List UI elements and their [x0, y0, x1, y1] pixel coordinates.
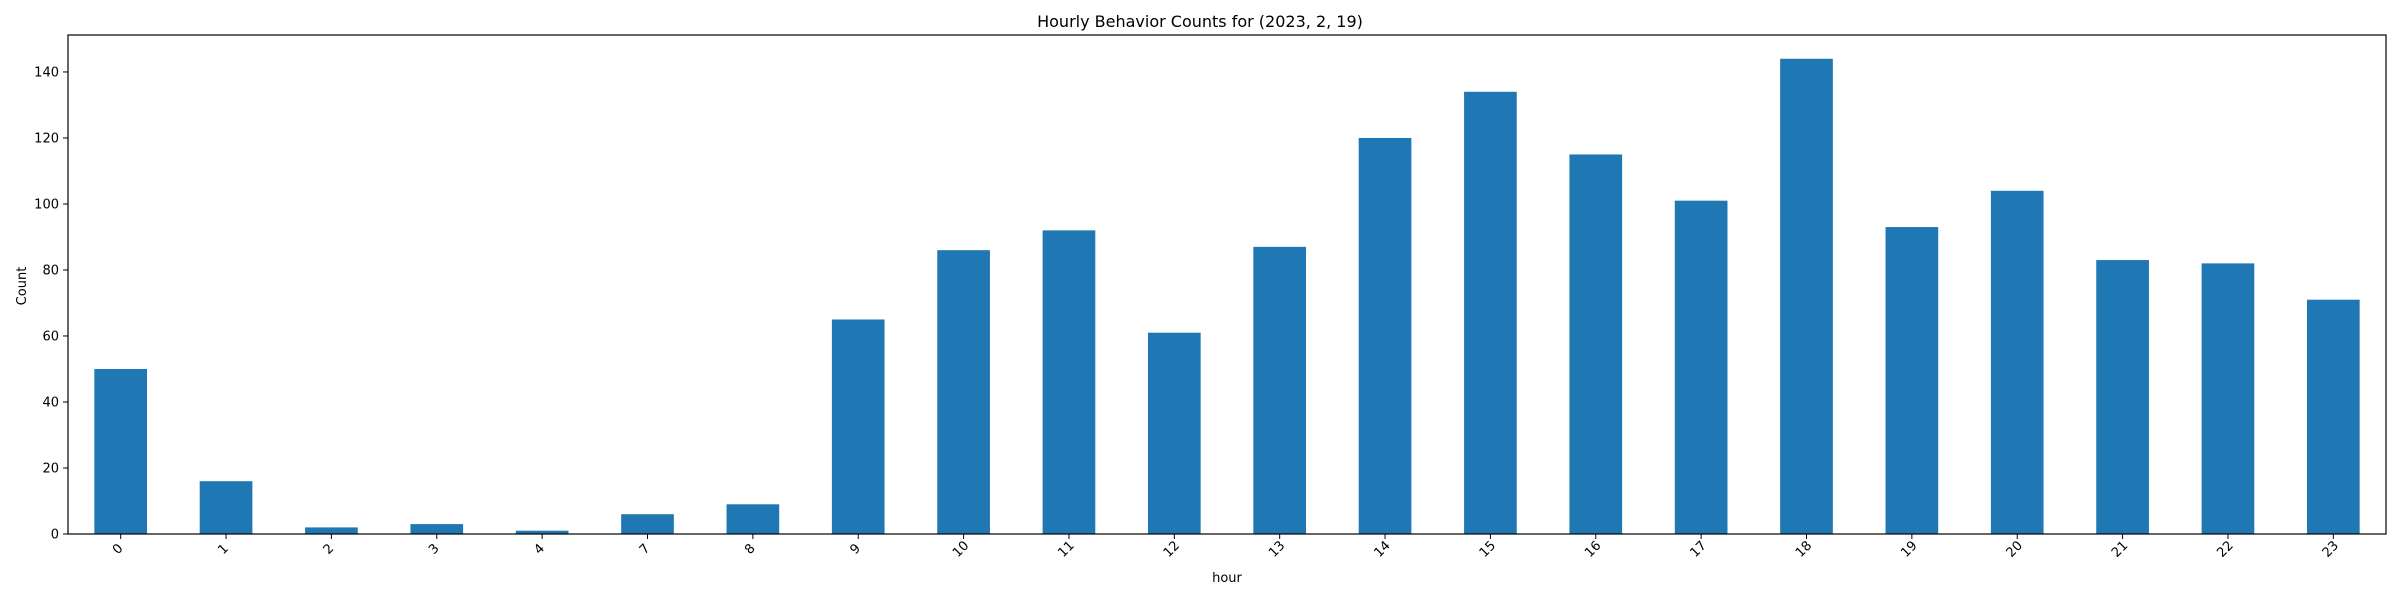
bar-hour-18 — [1780, 58, 1833, 535]
bar-hour-9 — [831, 319, 885, 534]
bar-hour-7 — [621, 514, 674, 534]
x-tick-label: 4 — [531, 541, 547, 557]
bars-layer — [94, 58, 2360, 535]
bar-hour-10 — [937, 250, 990, 534]
bar-hour-0 — [94, 368, 148, 534]
y-tick-label: 40 — [42, 395, 59, 410]
x-tick-label: 18 — [1793, 538, 1815, 560]
x-tick-label: 0 — [110, 541, 126, 557]
y-tick-label: 140 — [34, 65, 59, 80]
bar-hour-1 — [199, 481, 253, 534]
bar-hour-15 — [1464, 91, 1517, 534]
x-tick-label: 12 — [1161, 538, 1183, 560]
x-tick-label: 9 — [848, 541, 864, 557]
bar-hour-14 — [1358, 137, 1412, 534]
x-tick-label: 15 — [1477, 538, 1499, 560]
chart-title: Hourly Behavior Counts for (2023, 2, 19) — [1037, 12, 1363, 31]
y-tick-label: 80 — [42, 263, 59, 278]
y-tick-label: 60 — [42, 329, 59, 344]
bar-hour-19 — [1885, 227, 1939, 535]
x-tick-label: 23 — [2320, 538, 2342, 560]
bar-hour-2 — [305, 527, 358, 534]
x-tick-label: 16 — [1582, 538, 1604, 560]
bar-hour-3 — [410, 524, 464, 534]
bar-hour-20 — [1990, 190, 2044, 534]
bar-hour-17 — [1674, 200, 1728, 534]
plot-frame — [67, 34, 2387, 535]
bar-hour-12 — [1147, 332, 1201, 534]
x-tick-label: 13 — [1266, 538, 1288, 560]
x-tick-label: 22 — [2214, 538, 2236, 560]
x-tick-label: 1 — [215, 541, 231, 557]
y-tick-label: 100 — [34, 197, 59, 212]
bar-hour-22 — [2201, 263, 2255, 534]
x-tick-label: 17 — [1688, 538, 1710, 560]
x-tick-label: 7 — [637, 541, 653, 557]
x-tick-label: 14 — [1371, 538, 1393, 560]
x-tick-label: 21 — [2109, 538, 2131, 560]
bar-hour-21 — [2096, 260, 2149, 534]
y-tick-label: 0 — [51, 528, 59, 543]
y-axis-ticks: 0 20 40 60 80 100 120 140 — [34, 65, 68, 543]
bar-hour-8 — [726, 504, 780, 534]
y-axis-label: Count — [15, 267, 30, 306]
x-axis-ticks: 0 1 2 3 4 7 8 9 10 11 12 13 14 15 16 17 18 19 20 21 22 23 — [110, 534, 2342, 561]
y-tick-label: 120 — [34, 131, 59, 146]
bar-hour-13 — [1253, 246, 1307, 534]
bar-hour-11 — [1042, 230, 1096, 534]
x-tick-label: 3 — [426, 541, 442, 557]
x-tick-label: 8 — [742, 541, 758, 557]
bar-hour-23 — [2306, 299, 2360, 534]
x-axis-label: hour — [1212, 571, 1242, 586]
x-tick-label: 19 — [1898, 538, 1920, 560]
x-tick-label: 11 — [1055, 538, 1077, 560]
x-tick-label: 2 — [321, 541, 337, 557]
y-tick-label: 20 — [42, 461, 59, 476]
x-tick-label: 10 — [950, 538, 972, 560]
bar-hour-16 — [1569, 154, 1623, 534]
bar-hour-4 — [515, 530, 569, 534]
x-tick-label: 20 — [2004, 538, 2026, 560]
